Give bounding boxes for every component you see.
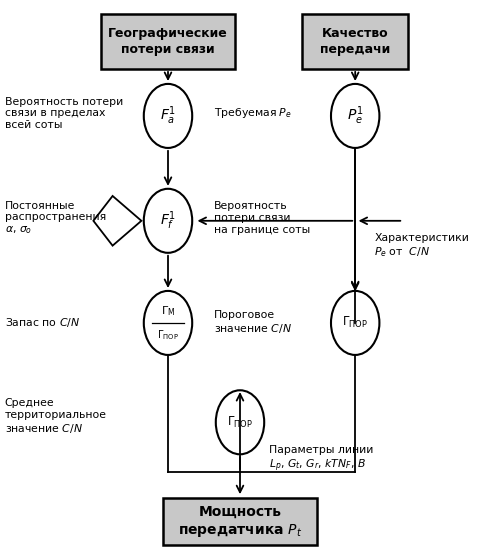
Text: Вероятность
потери связи
на границе соты: Вероятность потери связи на границе соты [214,201,310,235]
Text: $P_e^1$: $P_e^1$ [347,105,363,127]
Text: Характеристики
$P_e$ от  $C/N$: Характеристики $P_e$ от $C/N$ [374,233,469,258]
Ellipse shape [216,390,264,454]
Text: $F_a^1$: $F_a^1$ [160,105,176,127]
Text: Требуемая $P_e$: Требуемая $P_e$ [214,106,291,120]
Ellipse shape [331,291,379,355]
Text: $\Gamma_{\mathrm{ПОР}}$: $\Gamma_{\mathrm{ПОР}}$ [157,328,179,342]
FancyBboxPatch shape [101,14,235,69]
Text: Пороговое
значение $C/N$: Пороговое значение $C/N$ [214,310,292,336]
Ellipse shape [144,189,192,253]
Ellipse shape [144,291,192,355]
Text: $\Gamma_{\mathrm{ПОР}}$: $\Gamma_{\mathrm{ПОР}}$ [227,415,253,430]
Text: $F_f^1$: $F_f^1$ [160,210,176,232]
Text: Вероятность потери
связи в пределах
всей соты: Вероятность потери связи в пределах всей… [5,97,123,130]
Text: Качество
передачи: Качество передачи [320,27,390,56]
Text: Мощность
передатчика $P_t$: Мощность передатчика $P_t$ [178,505,302,539]
Text: $\Gamma_{\mathrm{M}}$: $\Gamma_{\mathrm{M}}$ [161,304,175,318]
Text: Среднее
территориальное
значение $C/N$: Среднее территориальное значение $C/N$ [5,399,107,435]
Text: Географические
потери связи: Географические потери связи [108,27,228,56]
FancyBboxPatch shape [302,14,408,69]
Text: Постоянные
распространения
$\alpha$, $\sigma_o$: Постоянные распространения $\alpha$, $\s… [5,200,106,236]
Text: $\Gamma_{\mathrm{ПОР}}$: $\Gamma_{\mathrm{ПОР}}$ [342,315,368,331]
Polygon shape [94,196,142,246]
Text: Запас по $C/N$: Запас по $C/N$ [5,316,80,330]
Ellipse shape [144,84,192,148]
FancyBboxPatch shape [163,498,317,545]
Text: Параметры линии
$L_p$, $G_t$, $G_r$, $kTN_F$, $B$: Параметры линии $L_p$, $G_t$, $G_r$, $kT… [269,445,373,474]
Ellipse shape [331,84,379,148]
